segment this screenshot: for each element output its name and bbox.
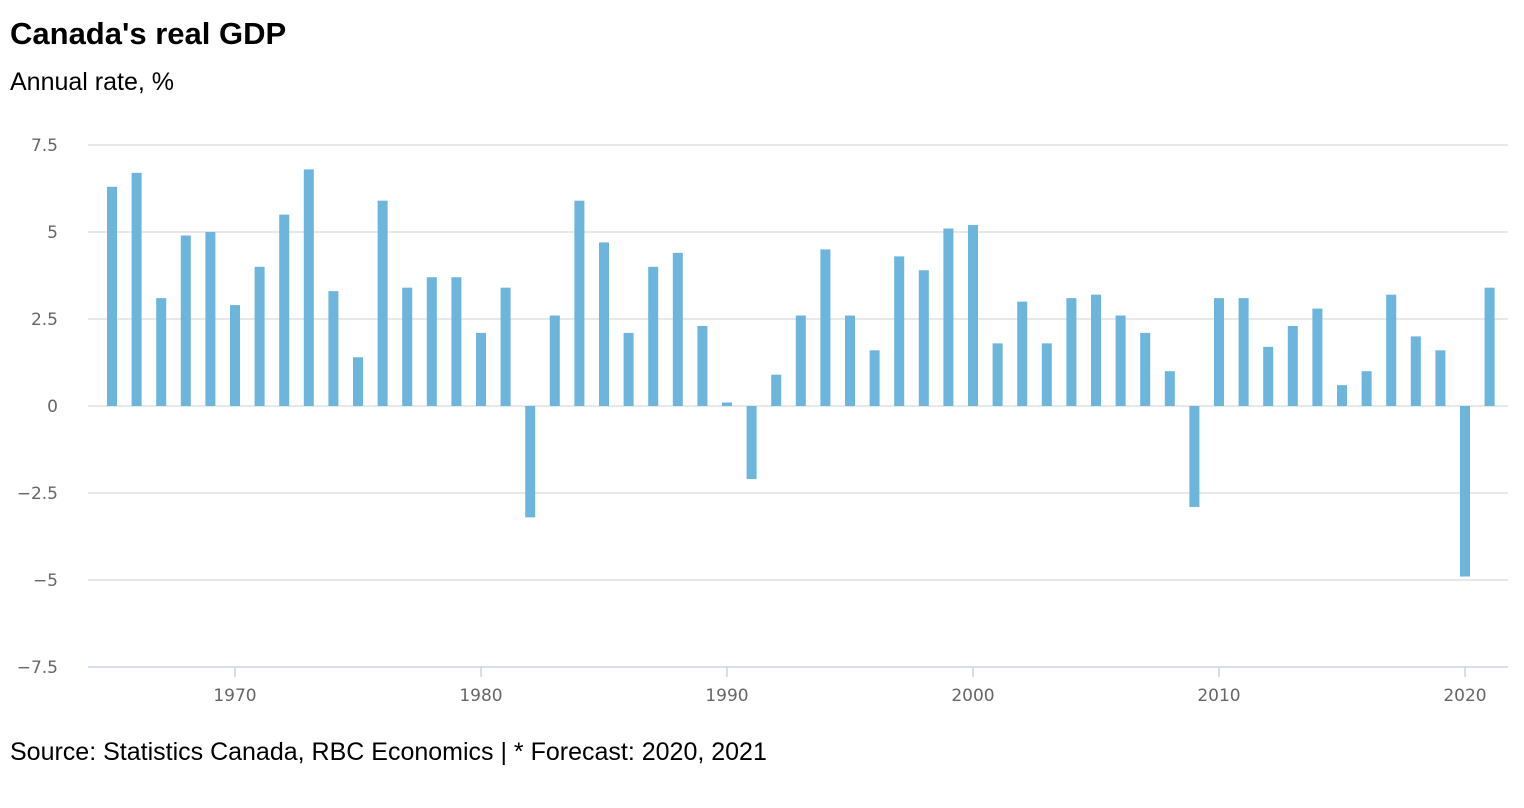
bar-2016 — [1361, 371, 1372, 406]
bar-2008 — [1164, 371, 1175, 406]
bar-2020 — [1460, 406, 1470, 577]
bar-1972 — [279, 214, 290, 406]
bar-2018 — [1410, 336, 1421, 406]
chart-source-note: Source: Statistics Canada, RBC Economics… — [10, 738, 767, 766]
bar-1978 — [426, 277, 437, 406]
bar-1984 — [574, 200, 585, 406]
bar-2019 — [1435, 350, 1446, 406]
y-tick-label: −5 — [33, 571, 58, 591]
y-tick-label: 0 — [47, 397, 58, 417]
x-tick-label: 1980 — [459, 686, 502, 706]
bar-2010 — [1214, 298, 1224, 406]
y-tick-label: 2.5 — [31, 310, 58, 330]
bar-2014 — [1312, 308, 1323, 406]
x-tick-label: 2010 — [1197, 686, 1240, 706]
chart-subtitle: Annual rate, % — [10, 68, 174, 96]
bar-1988 — [672, 252, 683, 406]
x-tick-label: 2020 — [1443, 686, 1486, 706]
bar-1982 — [525, 406, 536, 518]
bar-2002 — [1017, 301, 1028, 406]
bar-2017 — [1386, 294, 1397, 406]
bar-1986 — [623, 332, 634, 406]
bar-2003 — [1041, 343, 1052, 406]
bar-1966 — [131, 172, 142, 406]
bar-2011 — [1238, 298, 1249, 406]
bar-1998 — [918, 270, 929, 406]
bar-1977 — [402, 287, 413, 406]
bar-1990 — [722, 402, 732, 406]
bar-1992 — [771, 374, 782, 406]
bar-2012 — [1263, 346, 1274, 406]
y-tick-label: −2.5 — [17, 484, 58, 504]
bar-1995 — [845, 315, 855, 406]
bar-1968 — [180, 235, 191, 406]
bar-1976 — [377, 200, 388, 406]
bar-2015 — [1337, 385, 1347, 406]
bar-1996 — [869, 350, 880, 406]
bar-1993 — [795, 315, 806, 406]
bar-2005 — [1091, 294, 1101, 406]
bar-1969 — [205, 232, 216, 406]
bar-2006 — [1115, 315, 1126, 406]
bar-1980 — [476, 332, 486, 406]
bar-1985 — [599, 242, 609, 406]
y-tick-label: 7.5 — [31, 136, 58, 156]
bar-1979 — [451, 277, 462, 406]
bar-2013 — [1287, 325, 1298, 406]
bar-1999 — [943, 228, 954, 406]
bar-1970 — [230, 305, 240, 406]
chart-title: Canada's real GDP — [10, 16, 287, 51]
x-tick-label: 1970 — [213, 686, 256, 706]
bar-1994 — [820, 249, 831, 406]
x-tick-label: 1990 — [705, 686, 748, 706]
bar-2009 — [1189, 406, 1200, 507]
bar-1989 — [697, 325, 708, 406]
bar-1981 — [500, 287, 511, 406]
bar-2007 — [1140, 332, 1151, 406]
bar-1971 — [254, 266, 265, 406]
bar-2000 — [968, 225, 978, 406]
bar-2004 — [1066, 298, 1077, 406]
x-tick-label: 2000 — [951, 686, 994, 706]
bar-1965 — [107, 186, 117, 406]
bar-2001 — [992, 343, 1003, 406]
bar-1987 — [648, 266, 659, 406]
bar-1991 — [746, 406, 757, 480]
bar-1973 — [303, 169, 314, 406]
y-tick-label: 5 — [47, 223, 58, 243]
bar-2021 — [1484, 287, 1495, 406]
bar-1997 — [894, 256, 905, 406]
y-tick-label: −7.5 — [17, 658, 58, 678]
bar-1983 — [549, 315, 560, 406]
bar-1974 — [328, 291, 339, 406]
bar-1975 — [353, 357, 363, 406]
bar-1967 — [156, 298, 167, 406]
